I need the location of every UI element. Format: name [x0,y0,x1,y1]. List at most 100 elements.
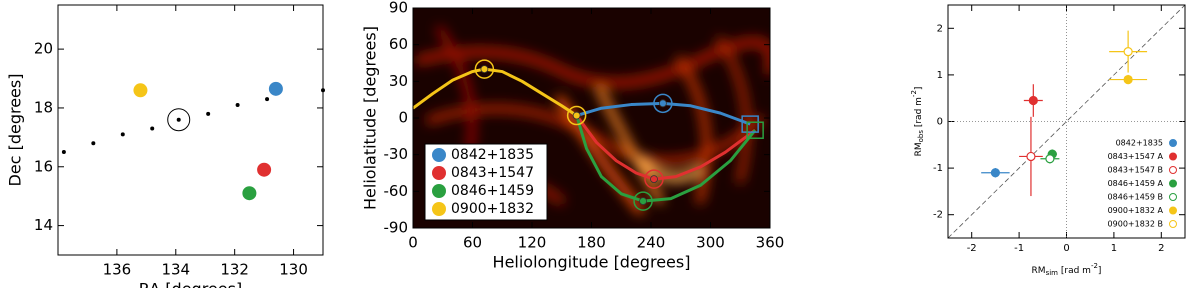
y-tick-label: 0 [937,117,943,128]
y-axis-label-close: ] [914,87,924,91]
legend-marker [432,184,446,198]
legend-marker [1169,193,1177,201]
y-tick-label: 0 [398,109,408,127]
legend-marker [432,148,446,162]
y-tick-label: 90 [389,0,408,17]
legend-label: 0842+1835 [1116,139,1163,148]
x-tick-label: 1 [1111,243,1117,254]
marker-dot [480,65,489,74]
marker-dot [659,99,667,108]
y-tick-label: 14 [34,216,53,234]
legend-label: 0846+1459 B [1108,193,1163,202]
y-axis-label: Heliolatitude [degrees] [361,26,380,210]
x-tick-label: 134 [161,261,190,279]
legend-label: 0900+1832 A [1108,206,1164,215]
y-axis-label: Dec [degrees] [6,74,25,187]
legend-label: 0843+1547 A [1108,152,1164,161]
legend-label: 0846+1459 A [1108,179,1164,188]
x-tick-label: 300 [696,234,725,252]
y-tick-label: -30 [384,145,409,163]
y-tick-label: 18 [34,98,53,116]
marker-ring [644,169,664,189]
legend-marker [432,166,446,180]
y-tick-label: 20 [34,40,53,58]
y-tick-label: -2 [933,210,943,221]
x-tick-label: 180 [577,234,606,252]
point [265,97,270,102]
marker-square [746,121,764,139]
point [150,126,155,131]
point [1123,46,1133,57]
x-tick-label: 120 [518,234,547,252]
point [1123,74,1133,85]
legend-label: 0843+1547 B [1108,166,1163,175]
point [1028,95,1038,106]
legend-label: 0900+1832 [451,201,534,217]
legend-marker [1169,152,1177,161]
x-axis-label-sub: sim [1046,269,1059,277]
x-axis-label-main: RM [1032,266,1046,276]
plot-frame [57,4,324,256]
plot-frame [947,4,1186,239]
y-tick-label: 2 [937,23,943,34]
y-tick-label: -1 [933,163,943,174]
x-axis-label: RA [degrees] [139,280,242,288]
point [235,103,240,107]
x-tick-label: 60 [463,234,482,252]
y-axis-label-unit: [rad m [914,97,924,130]
legend-marker [1169,220,1177,228]
y-tick-label: -60 [384,182,409,200]
y-axis-label: RMobs [rad m-2] [910,87,925,157]
point [1026,151,1036,162]
legend-marker [1169,179,1177,188]
marker-ring [474,59,495,79]
marker-ring [566,105,587,126]
x-axis-label: Heliolongitude [degrees] [493,253,691,272]
x-tick-label: -2 [967,243,977,254]
y-tick-label: 30 [389,72,408,90]
point [206,111,211,116]
legend-label: 0900+1832 B [1108,220,1163,229]
point [91,141,96,146]
legend-label: 0842+1835 [451,147,534,163]
y-axis-label-main: RM [914,142,924,156]
diagonal [947,4,1186,239]
highlight-ring [167,108,191,132]
y-tick-label: 1 [937,70,943,81]
x-tick-label: 0 [408,234,418,252]
x-tick-label: 240 [637,234,666,252]
point [133,83,148,98]
point [176,117,181,122]
x-tick-label: -1 [1014,243,1024,254]
point [120,132,125,137]
y-axis-label-sub: obs [917,130,925,143]
y-axis-label-sup: -2 [910,90,918,97]
legend-label: 0846+1459 [451,183,534,199]
point [990,168,1001,178]
marker-dot [639,197,647,206]
y-tick-label: 60 [389,35,408,53]
legend-label: 0843+1547 [451,165,534,181]
x-tick-label: 136 [103,261,132,279]
marker-ring [633,191,653,211]
y-tick-label: -90 [384,219,409,237]
x-tick-label: 360 [756,234,785,252]
point [242,186,257,201]
point [257,162,272,177]
x-tick-label: 2 [1158,243,1164,254]
marker-ring [653,93,673,114]
legend-marker [1169,206,1177,215]
legend-marker [1169,166,1177,174]
x-tick-label: 0 [1063,243,1069,254]
x-tick-label: 130 [279,261,308,279]
marker-dot [650,175,658,184]
legend-marker [432,202,446,216]
legend-marker [1169,139,1177,147]
marker-square [741,115,759,133]
point [1045,154,1055,164]
x-axis-label-unit: [rad m [1058,266,1091,276]
x-tick-label: 132 [220,261,249,279]
x-axis-label: RMsim [rad m-2] [1032,262,1102,277]
